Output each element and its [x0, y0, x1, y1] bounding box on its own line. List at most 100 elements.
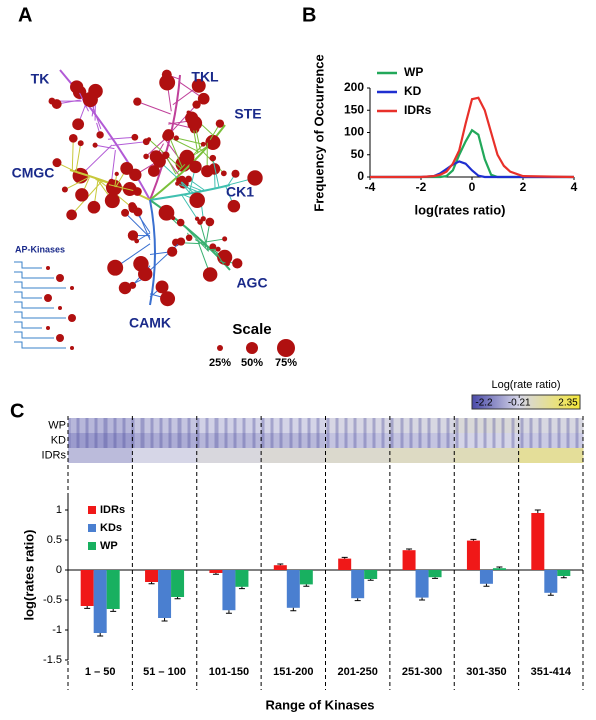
tree-node — [158, 204, 175, 221]
bar — [466, 540, 480, 570]
tree-node — [51, 99, 62, 110]
tree-node — [176, 237, 186, 246]
tree-node — [202, 267, 218, 282]
bar — [235, 570, 249, 587]
x-tick-label: 151-200 — [273, 666, 313, 678]
tree-node — [209, 154, 217, 162]
error-bar — [148, 582, 155, 585]
group-label: AGC — [236, 275, 267, 291]
inset-branch — [14, 341, 66, 349]
colorbar-tick-label: 2.35 — [558, 398, 578, 409]
bar — [544, 570, 558, 593]
x-tick-label: 101-150 — [209, 666, 249, 678]
tree-node — [197, 219, 203, 225]
bar — [351, 570, 365, 599]
tree-branch — [107, 136, 135, 140]
heatmap-cell — [261, 433, 326, 448]
legend-label: IDRs — [100, 504, 125, 516]
x-axis-label: Range of Kinases — [265, 697, 374, 712]
bar — [479, 570, 493, 584]
tree-node — [107, 259, 124, 276]
tree-node — [215, 119, 225, 128]
error-bar — [161, 618, 168, 622]
error-bar — [238, 586, 245, 590]
error-bar — [483, 583, 490, 587]
heatmap-cell — [518, 418, 584, 433]
heatmap-cell — [196, 433, 262, 448]
bar — [557, 570, 571, 576]
tree-node — [104, 193, 120, 209]
scale-circle — [246, 342, 258, 354]
bar — [364, 570, 378, 579]
tree-node — [75, 188, 89, 202]
tree-node — [68, 133, 78, 143]
legend-swatch — [88, 542, 96, 550]
colorbar — [471, 394, 581, 410]
scale-label: 25% — [209, 357, 231, 369]
tree-branch — [108, 184, 138, 193]
tree-branch — [64, 176, 90, 190]
tree-branch — [176, 137, 206, 146]
legend-label: WP — [100, 540, 118, 552]
tree-node — [92, 142, 98, 148]
tree-node — [46, 266, 50, 270]
tree-node — [87, 200, 101, 214]
group-label: CK1 — [226, 184, 254, 200]
error-bar — [367, 579, 374, 581]
tree-node — [120, 161, 134, 175]
tree-node — [127, 230, 139, 241]
y-tick-label: 0 — [357, 169, 364, 183]
tree-node — [185, 234, 193, 242]
tree-node — [208, 163, 221, 175]
tree-node — [187, 115, 203, 131]
tree-node — [215, 246, 221, 252]
tree-branch — [110, 149, 116, 182]
error-bar — [84, 606, 91, 609]
tree-branch — [149, 241, 182, 271]
row-label: IDRs — [42, 449, 67, 461]
tree-node — [143, 153, 149, 160]
error-bar — [303, 584, 310, 587]
x-tick-label: -4 — [365, 180, 376, 194]
tree-node — [70, 346, 74, 350]
tree-node — [56, 274, 64, 282]
error-bar — [277, 563, 284, 566]
heatmap-cell — [261, 448, 326, 463]
tree-branch — [149, 199, 156, 306]
tree-node — [138, 266, 153, 282]
heatmap-cell — [518, 433, 584, 448]
bar — [222, 570, 236, 611]
tree-branch — [177, 183, 197, 192]
y-tick-label: 150 — [344, 102, 364, 116]
error-bar — [470, 538, 477, 541]
tree-node — [133, 97, 142, 106]
bar — [492, 568, 506, 570]
tree-node — [155, 280, 169, 294]
tree-node — [176, 177, 183, 184]
tree-node — [173, 135, 179, 141]
colorbar-title: Log(rate ratio) — [491, 379, 560, 391]
error-bar — [225, 610, 232, 614]
inset-branch — [14, 281, 66, 289]
bar — [338, 558, 352, 570]
error-bar — [110, 609, 117, 612]
heatmap-cell — [454, 418, 520, 433]
tree-node — [114, 171, 119, 176]
kinome-tree: TK TKL STE CMGC CK1 AGC CAMK AP-Kinases Scale 25%… — [12, 69, 298, 369]
error-bar — [547, 592, 554, 596]
colorbar-tick-label: -2.2 — [475, 398, 493, 409]
x-tick-label: 201-250 — [338, 666, 378, 678]
x-tick-label: 301-350 — [466, 666, 506, 678]
tree-node — [56, 334, 64, 342]
tree-node — [176, 218, 185, 227]
tree-node — [146, 137, 152, 142]
inset-branch — [14, 301, 54, 309]
tree-node — [171, 216, 176, 221]
tree-branch — [71, 138, 74, 171]
inset-branch — [14, 291, 42, 299]
tree-node — [66, 209, 77, 221]
tree-node — [205, 134, 221, 151]
tree-branch — [180, 193, 198, 220]
scale-circle — [277, 339, 295, 357]
colorbar-tick-label: -0.21 — [508, 398, 531, 409]
